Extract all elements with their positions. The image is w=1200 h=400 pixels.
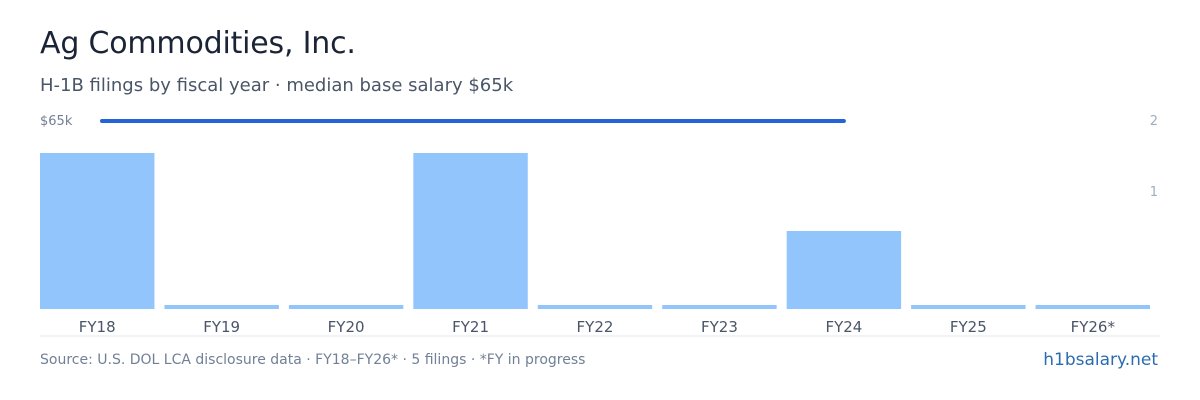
x-tick-label: FY24 [825,318,862,336]
x-tick-label: FY26* [1071,318,1116,336]
y-right-tick-labels: 21 [1150,114,1158,200]
x-tick-label: FY18 [79,318,116,336]
x-tick-label: FY25 [950,318,987,336]
salary-tick-label: $65k [40,114,73,129]
bar-fy20[interactable] [288,305,404,309]
bar-fy18[interactable] [40,153,155,309]
y-right-tick-label: 2 [1150,114,1158,129]
x-tick-labels: FY18 FY19 FY20 FY21 FY22 FY23 FY24 FY25 FY26* [79,318,1116,336]
bar-fy24[interactable] [786,231,902,309]
chart-title: Ag Commodities, Inc. [40,26,356,61]
bar-fy22[interactable] [537,305,653,309]
x-tick-label: FY23 [701,318,738,336]
bar-fy25[interactable] [911,305,1026,309]
bar-fy19[interactable] [164,305,279,309]
x-tick-label: FY22 [577,318,614,336]
x-tick-label: FY19 [203,318,240,336]
y-right-tick-label: 1 [1150,185,1158,200]
bar-fy26[interactable] [1035,305,1150,309]
x-tick-label: FY21 [452,318,489,336]
bar-fy23[interactable] [662,305,777,309]
source-note: Source: U.S. DOL LCA disclosure data · F… [40,352,586,368]
bars-group [40,153,1150,309]
bar-fy21[interactable] [413,153,528,309]
chart-subtitle: H-1B filings by fiscal year · median bas… [40,75,514,96]
brand-link[interactable]: h1bsalary.net [1043,350,1158,370]
x-tick-label: FY20 [328,318,365,336]
